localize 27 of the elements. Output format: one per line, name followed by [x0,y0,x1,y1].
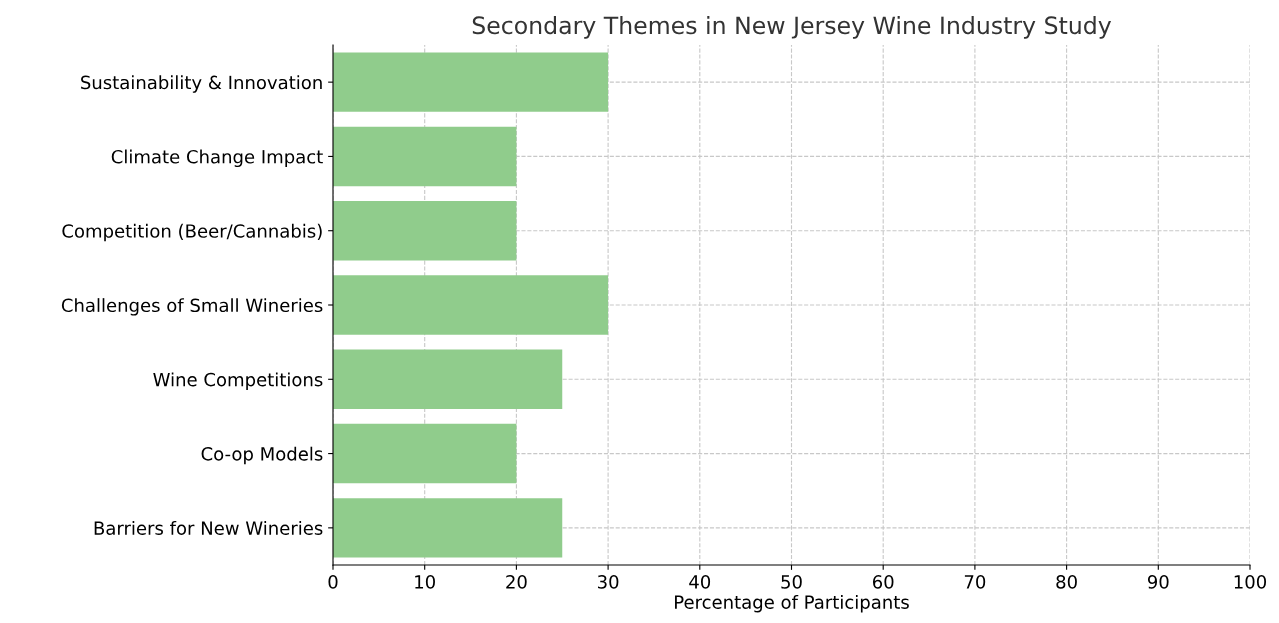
bar [333,52,609,112]
y-tick-label: Barriers for New Wineries [94,521,323,535]
y-tick-label: Competition (Beer/Cannabis) [62,223,322,242]
x-tick-label: 40 [689,575,711,589]
x-axis-title: Percentage of Participants [675,594,909,613]
x-tick-label: 60 [872,575,894,589]
bar [333,423,517,484]
x-tick-label: 90 [1147,575,1169,589]
y-tick-label: Challenges of Small Wineries [61,298,323,316]
x-tick-label: 50 [781,575,802,589]
x-tick-label: 20 [506,575,527,589]
y-tick-label: Climate Change Impact [111,149,323,168]
chart-title: Secondary Themes in New Jersey Wine Industry Study [472,15,1112,39]
x-tick-label: 10 [415,575,435,589]
bar [333,498,563,558]
x-tick-label: 30 [597,575,619,589]
x-tick-label: 100 [1234,575,1267,589]
bar [333,126,517,187]
bar [333,275,609,335]
bar [333,201,517,261]
y-tick-label: Wine Competitions [153,372,323,390]
x-tick-label: 0 [328,575,338,589]
x-tick-label: 80 [1056,575,1077,589]
y-tick-label: Sustainability & Innovation [81,75,322,93]
x-tick-label: 70 [964,575,986,589]
y-tick-label: Co-op Models [201,446,323,465]
bar [333,349,563,409]
